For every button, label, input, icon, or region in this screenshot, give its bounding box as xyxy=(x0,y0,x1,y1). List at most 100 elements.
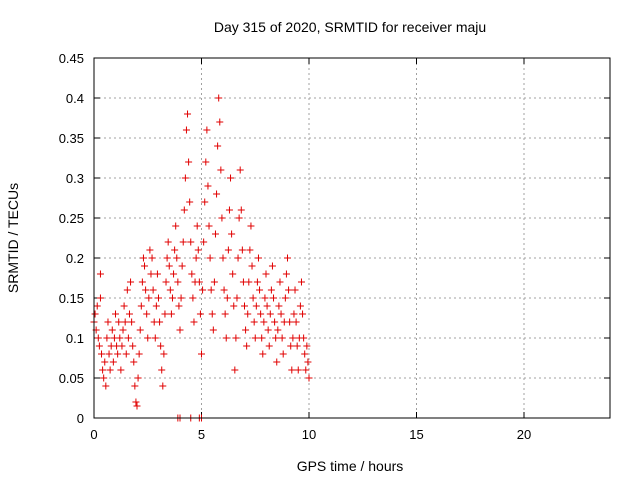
y-tick-label: 0.35 xyxy=(59,131,84,146)
x-tick-label: 15 xyxy=(409,427,423,442)
data-point xyxy=(147,270,155,278)
data-point xyxy=(215,94,223,102)
data-point xyxy=(273,358,281,366)
data-point xyxy=(166,286,174,294)
data-point xyxy=(237,206,245,214)
chart-title: Day 315 of 2020, SRMTID for receiver maj… xyxy=(214,19,486,35)
data-point xyxy=(177,294,185,302)
data-point xyxy=(117,366,125,374)
data-point xyxy=(296,302,304,310)
data-point xyxy=(254,254,262,262)
data-point xyxy=(188,270,196,278)
data-point xyxy=(206,254,214,262)
data-point xyxy=(119,326,127,334)
data-point xyxy=(155,294,162,302)
data-point xyxy=(278,334,286,342)
y-tick-label: 0.05 xyxy=(59,371,84,386)
data-point xyxy=(217,166,225,174)
data-point xyxy=(167,310,175,318)
data-point xyxy=(233,294,241,302)
data-point xyxy=(187,238,195,246)
data-point xyxy=(136,326,144,334)
data-point xyxy=(159,382,167,390)
data-point xyxy=(292,318,300,326)
data-point xyxy=(195,278,203,286)
data-point xyxy=(186,198,194,206)
data-point xyxy=(246,246,254,254)
data-point xyxy=(108,326,116,334)
data-point xyxy=(106,366,114,374)
data-point xyxy=(160,350,168,358)
data-point xyxy=(290,310,298,318)
y-axis-label: SRMTID / TECUs xyxy=(5,183,21,293)
data-point xyxy=(266,310,274,318)
data-point xyxy=(172,222,180,230)
data-point xyxy=(163,254,171,262)
data-point xyxy=(281,294,289,302)
data-point xyxy=(216,118,224,126)
data-point xyxy=(101,358,109,366)
data-point xyxy=(234,254,242,262)
data-point xyxy=(277,310,285,318)
data-point xyxy=(142,286,150,294)
data-point xyxy=(274,326,282,334)
data-point xyxy=(227,174,235,182)
data-point xyxy=(176,326,184,334)
data-points xyxy=(90,94,313,422)
data-point xyxy=(181,174,189,182)
data-point xyxy=(170,270,178,278)
data-point xyxy=(285,286,293,294)
data-point xyxy=(189,294,197,302)
data-point xyxy=(209,326,217,334)
data-point xyxy=(289,334,297,342)
data-point xyxy=(302,366,310,374)
data-point xyxy=(218,214,226,222)
data-point xyxy=(279,350,287,358)
data-point xyxy=(262,270,270,278)
data-point xyxy=(205,222,213,230)
data-point xyxy=(168,294,176,302)
data-point xyxy=(223,294,231,302)
data-point xyxy=(129,342,137,350)
data-point xyxy=(288,366,296,374)
data-point xyxy=(304,358,312,366)
data-point xyxy=(103,334,111,342)
data-point xyxy=(173,254,181,262)
data-point xyxy=(161,310,169,318)
data-point xyxy=(293,342,301,350)
data-point xyxy=(165,262,173,270)
data-point xyxy=(115,318,123,326)
data-point xyxy=(201,198,209,206)
x-tick-label: 10 xyxy=(302,427,316,442)
data-point xyxy=(241,302,248,310)
data-point xyxy=(232,334,240,342)
data-point xyxy=(248,262,256,270)
data-point xyxy=(202,158,210,166)
data-point xyxy=(112,310,119,318)
data-point xyxy=(94,334,102,342)
data-point xyxy=(252,302,260,310)
data-point xyxy=(175,302,183,310)
data-point xyxy=(132,398,140,406)
data-point xyxy=(138,278,146,286)
x-tick-label: 20 xyxy=(517,427,531,442)
data-point xyxy=(118,342,126,350)
data-point xyxy=(267,286,275,294)
data-point xyxy=(204,182,212,190)
data-point xyxy=(213,190,221,198)
data-point xyxy=(291,286,299,294)
data-point xyxy=(109,358,117,366)
data-point xyxy=(268,262,276,270)
data-point xyxy=(130,358,138,366)
data-point xyxy=(125,310,133,318)
y-tick-label: 0.25 xyxy=(59,211,84,226)
data-point xyxy=(114,350,122,358)
data-point xyxy=(131,382,139,390)
data-point xyxy=(194,246,202,254)
data-point xyxy=(184,110,192,118)
y-tick-label: 0.15 xyxy=(59,291,84,306)
data-point xyxy=(93,302,101,310)
data-point xyxy=(149,286,157,294)
y-tick-label: 0.45 xyxy=(59,51,84,66)
data-point xyxy=(123,286,131,294)
